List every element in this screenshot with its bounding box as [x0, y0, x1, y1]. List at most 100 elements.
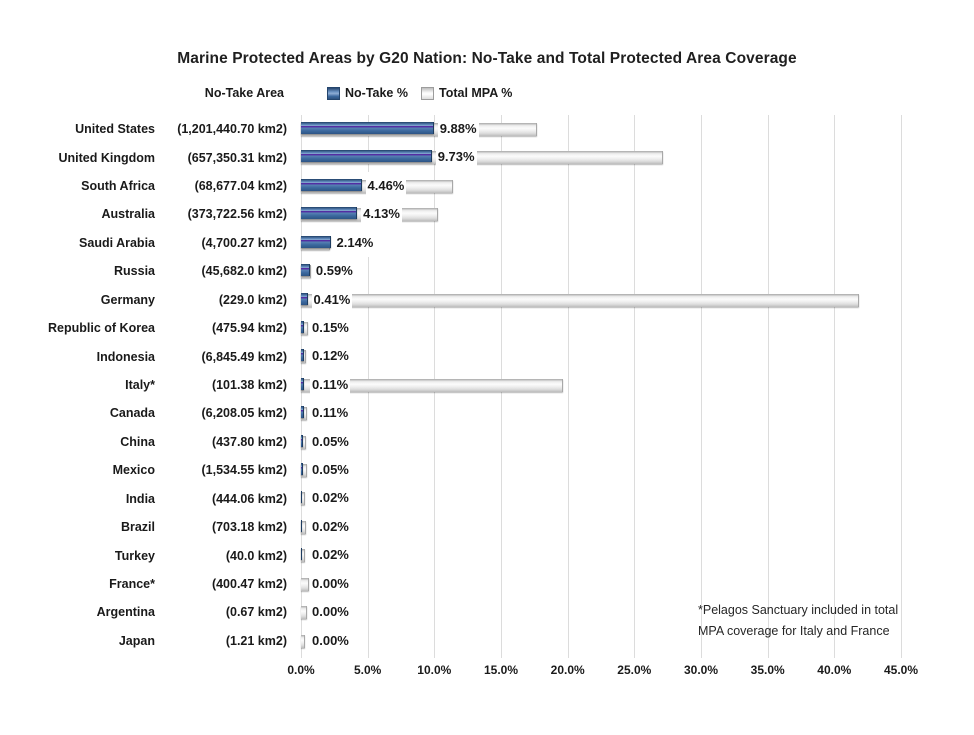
country-label: Brazil — [120, 520, 155, 535]
legend-item-total-mpa: Total MPA % — [420, 86, 512, 100]
bar-group: 9.88% — [301, 115, 901, 144]
total-mpa-bar — [301, 520, 306, 534]
x-tick-label: 30.0% — [683, 663, 719, 677]
no-take-swatch-icon — [327, 86, 340, 100]
bar-group: 0.02% — [301, 541, 901, 570]
no-take-value-label: 0.00% — [310, 626, 351, 655]
country-label: Russia — [114, 264, 155, 279]
legend: No-Take % Total MPA % — [327, 86, 512, 100]
no-take-bar — [301, 292, 308, 305]
table-row: Australia (373,722.56 km2) 4.13% — [0, 200, 974, 229]
no-take-value-label: 9.88% — [437, 115, 479, 144]
x-tick-label: 5.0% — [354, 663, 382, 677]
bar-group: 0.12% — [301, 342, 901, 371]
no-take-bar — [301, 150, 432, 163]
table-row: France* (400.47 km2) 0.00% — [0, 569, 974, 599]
table-row: Italy* (101.38 km2) 0.11% — [0, 370, 974, 400]
bar-group: 0.02% — [301, 484, 901, 513]
footnote: *Pelagos Sanctuary included in total MPA… — [698, 600, 926, 642]
table-row: Japan (1.21 km2) 0.00% — [0, 626, 974, 655]
bar-group: 0.00% — [301, 569, 901, 599]
no-take-area-column-header: No-Take Area — [204, 86, 284, 100]
area-label: (657,350.31 km2) — [187, 150, 287, 165]
country-label: South Africa — [81, 179, 155, 194]
table-row: Indonesia (6,845.49 km2) 0.12% — [0, 342, 974, 371]
rows: United States (1,201,440.70 km2) 9.88% U… — [0, 115, 974, 656]
gridline — [901, 115, 902, 658]
bar-group: 0.00% — [301, 598, 901, 627]
area-label: (6,208.05 km2) — [201, 406, 287, 421]
no-take-bar — [301, 122, 434, 134]
no-take-value-label: 0.05% — [310, 456, 351, 485]
page-title: Marine Protected Areas by G20 Nation: No… — [177, 50, 797, 67]
total-mpa-bar — [301, 634, 306, 648]
bar-group: 9.73% — [301, 143, 901, 172]
table-row: Brazil (703.18 km2) 0.02% — [0, 512, 974, 542]
no-take-value-label: 0.05% — [310, 427, 351, 457]
bar-group: 0.59% — [301, 257, 901, 286]
total-mpa-bar — [301, 293, 860, 307]
no-take-bar — [301, 349, 304, 362]
country-label: Turkey — [114, 548, 155, 563]
table-row: Republic of Korea (475.94 km2) 0.15% — [0, 313, 974, 343]
x-tick-label: 10.0% — [417, 663, 452, 677]
total-mpa-bar — [301, 435, 306, 449]
no-take-value-label: 0.02% — [310, 512, 351, 542]
country-label: France* — [109, 576, 155, 591]
area-label: (437.80 km2) — [211, 434, 287, 449]
bar-group: 0.11% — [301, 399, 901, 428]
table-row: Mexico (1,534.55 km2) 0.05% — [0, 456, 974, 485]
table-row: Saudi Arabia (4,700.27 km2) 2.14% — [0, 228, 974, 258]
no-take-bar — [301, 463, 303, 476]
no-take-value-label: 4.13% — [361, 200, 402, 229]
country-label: Saudi Arabia — [79, 235, 155, 250]
no-take-bar — [301, 264, 310, 277]
no-take-value-label: 4.46% — [365, 171, 407, 201]
total-mpa-swatch-icon — [420, 86, 434, 100]
bar-group: 0.02% — [301, 512, 901, 542]
legend-item-no-take: No-Take % — [327, 86, 408, 100]
table-row: India (444.06 km2) 0.02% — [0, 484, 974, 513]
table-row: China (437.80 km2) 0.05% — [0, 427, 974, 457]
area-label: (444.06 km2) — [211, 491, 287, 506]
country-label: Republic of Korea — [48, 321, 155, 336]
bar-group: 0.00% — [301, 626, 901, 655]
bar-group: 0.11% — [301, 370, 901, 400]
table-row: United States (1,201,440.70 km2) 9.88% — [0, 115, 974, 144]
no-take-bar — [301, 406, 304, 419]
no-take-value-label: 0.11% — [310, 370, 351, 400]
x-tick-label: 45.0% — [883, 663, 919, 677]
area-label: (475.94 km2) — [211, 321, 287, 336]
country-label: India — [125, 491, 155, 506]
country-label: Japan — [118, 633, 155, 648]
country-label: Indonesia — [96, 349, 155, 364]
total-mpa-bar — [301, 464, 307, 478]
table-row: Argentina (0.67 km2) 0.00% — [0, 598, 974, 627]
area-label: (40.0 km2) — [225, 548, 287, 563]
legend-label-no-take: No-Take % — [345, 86, 408, 100]
area-label: (400.47 km2) — [211, 576, 287, 591]
bar-group: 4.13% — [301, 200, 901, 229]
no-take-bar — [301, 320, 304, 333]
country-label: United States — [75, 122, 155, 137]
gridline — [634, 115, 636, 658]
gridline — [834, 115, 836, 658]
bar-group: 0.05% — [301, 456, 901, 485]
area-label: (45,682.0 km2) — [201, 264, 287, 279]
no-take-value-label: 0.02% — [310, 541, 351, 570]
no-take-value-label: 0.59% — [313, 257, 355, 286]
country-label: Canada — [109, 406, 155, 421]
x-tick-label: 40.0% — [817, 663, 852, 677]
no-take-value-label: 2.14% — [334, 228, 376, 258]
x-tick-label: 25.0% — [617, 663, 652, 677]
total-mpa-bar — [301, 492, 305, 506]
area-label: (703.18 km2) — [211, 520, 287, 535]
no-take-value-label: 0.15% — [310, 313, 351, 343]
bar-group: 4.46% — [301, 171, 901, 201]
no-take-value-label: 9.73% — [435, 143, 477, 172]
gridline — [701, 115, 702, 658]
area-label: (229.0 km2) — [218, 292, 287, 307]
country-label: Argentina — [96, 605, 155, 620]
area-label: (4,700.27 km2) — [201, 235, 287, 250]
area-label: (1,201,440.70 km2) — [177, 122, 287, 137]
